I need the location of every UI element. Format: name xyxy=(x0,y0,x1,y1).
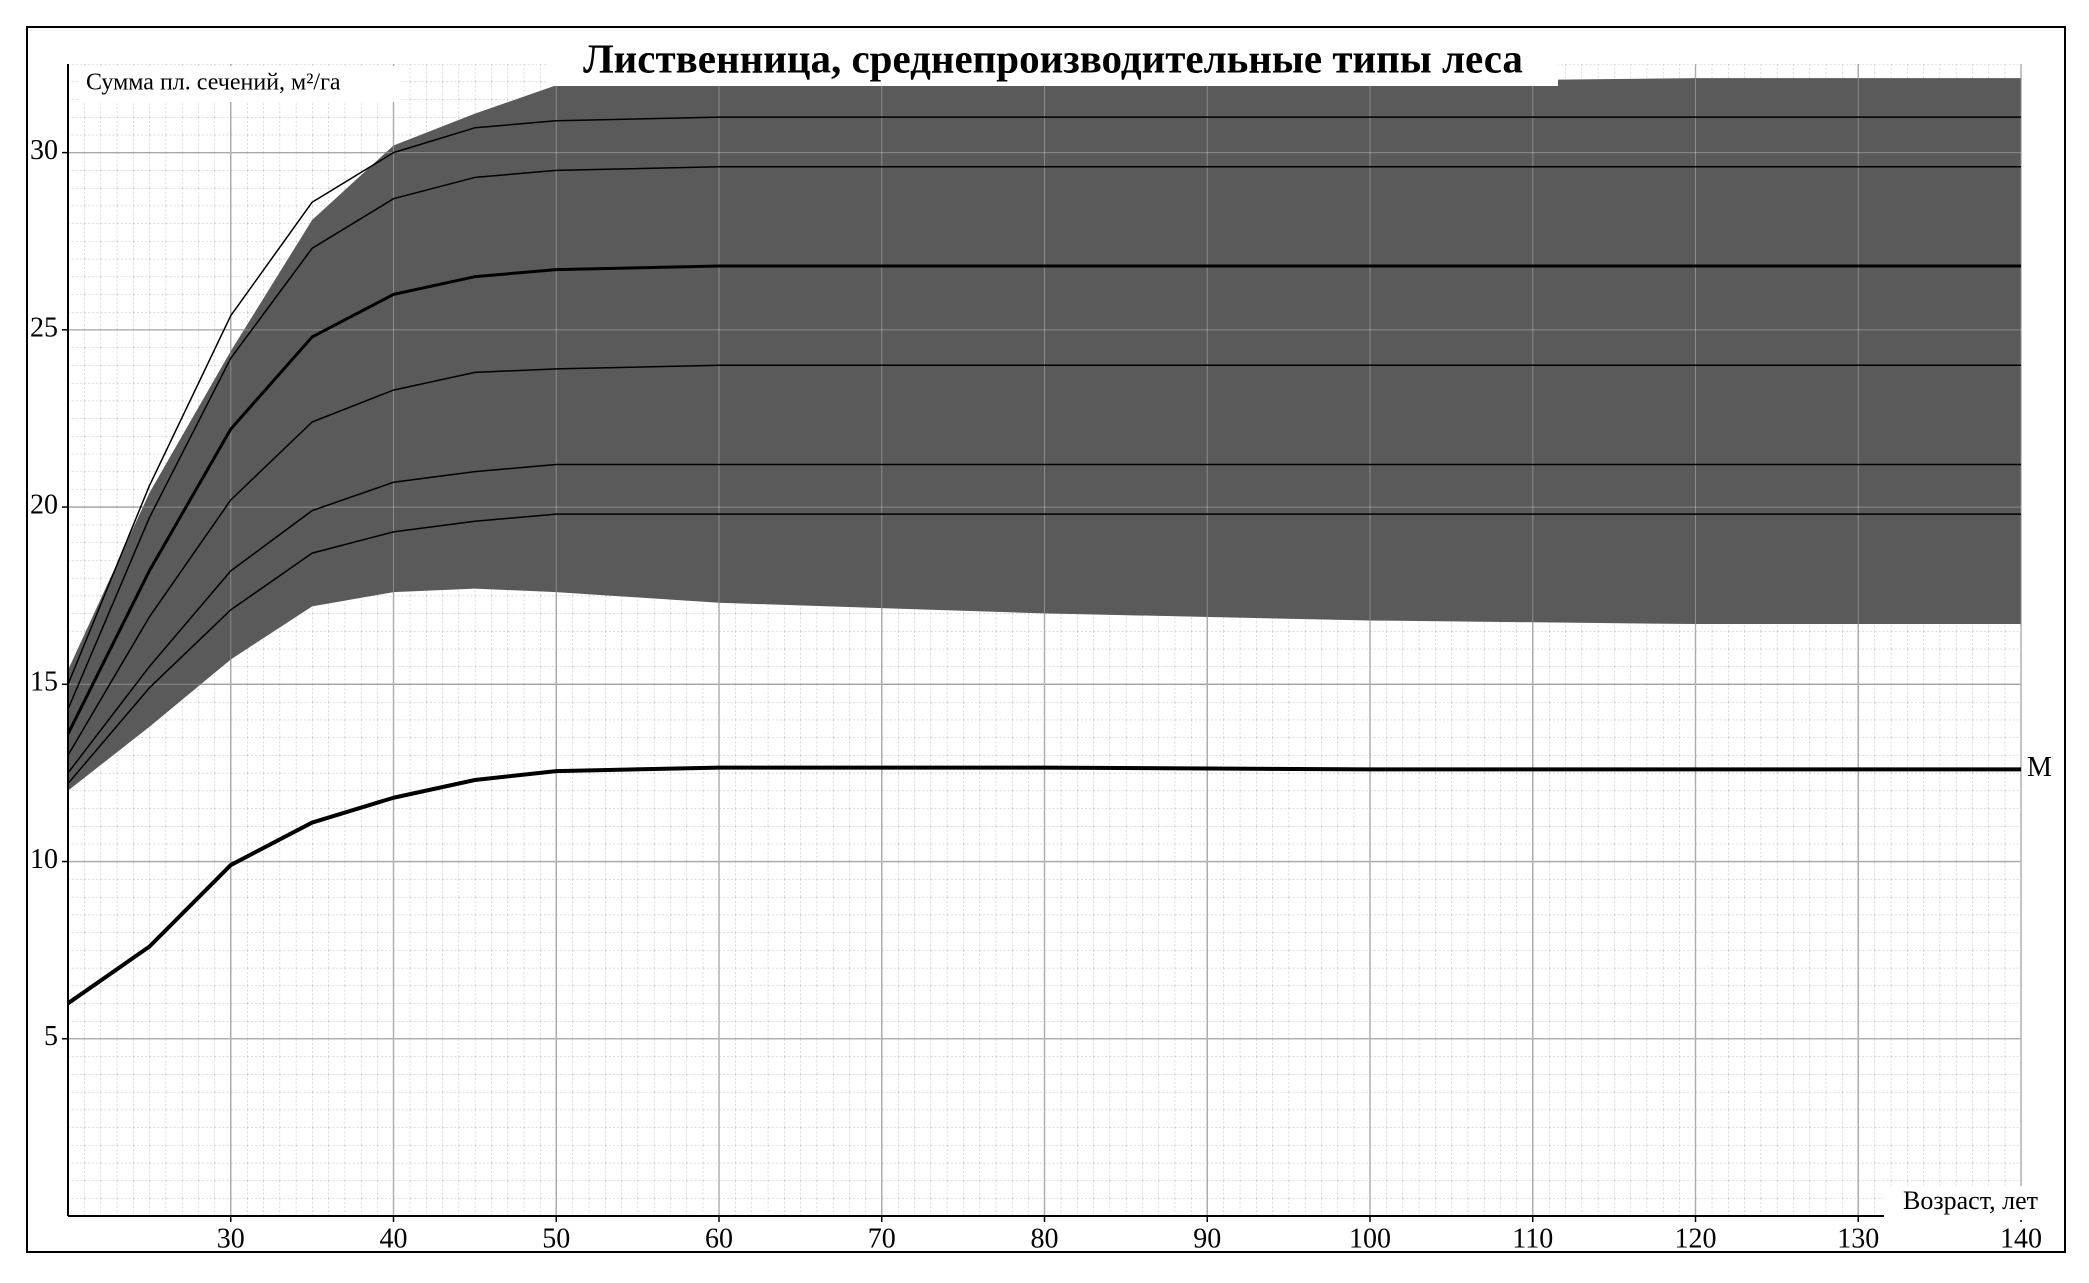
x-label-bg xyxy=(1884,1186,2044,1220)
x-tick-label: 100 xyxy=(1349,1223,1391,1254)
x-tick-label: 140 xyxy=(2000,1223,2042,1254)
x-tick-label: 80 xyxy=(1031,1223,1059,1254)
x-tick-label: 40 xyxy=(380,1223,408,1254)
line-series xyxy=(67,513,2021,785)
y-tick-label: 30 xyxy=(30,135,58,166)
x-axis-label: Возраст, лет xyxy=(1903,1186,2038,1215)
y-axis-label: Сумма пл. сечений, м²/га xyxy=(86,70,341,96)
line-series xyxy=(67,463,2021,774)
line-series xyxy=(67,364,2021,756)
overlay-grid-layer xyxy=(68,64,2022,1216)
x-tick-label: 50 xyxy=(542,1223,570,1254)
y-tick-label: 20 xyxy=(30,489,58,520)
title-bg xyxy=(548,40,1558,86)
line-series xyxy=(66,765,2021,1005)
x-tick-label: 70 xyxy=(868,1223,896,1254)
x-tick-label: 120 xyxy=(1675,1223,1717,1254)
line-series xyxy=(67,166,2021,710)
y-label-bg xyxy=(80,66,400,102)
x-tick-label: 90 xyxy=(1193,1223,1221,1254)
area-band xyxy=(68,78,2021,791)
lines-layer xyxy=(66,116,2021,1005)
x-tick-label: 130 xyxy=(1837,1223,1879,1254)
x-tick-label: 30 xyxy=(217,1223,245,1254)
labels-layer: 5 10 15 20 25 30 30 40 50 60 70 80 90 100 110 120 130 140… xyxy=(30,135,2052,1254)
line-series xyxy=(66,264,2021,735)
chart-title: Лиственница, среднепроизводительные типы… xyxy=(583,35,1523,81)
series-label: M xyxy=(2027,752,2052,783)
x-tick-label: 60 xyxy=(705,1223,733,1254)
y-tick-label: 25 xyxy=(30,312,58,343)
x-tick-label: 110 xyxy=(1512,1223,1553,1254)
y-tick-label: 10 xyxy=(30,844,58,875)
y-tick-label: 5 xyxy=(44,1021,58,1052)
y-tick-label: 15 xyxy=(30,667,58,698)
line-series xyxy=(67,116,2021,685)
area-layer xyxy=(68,78,2021,791)
